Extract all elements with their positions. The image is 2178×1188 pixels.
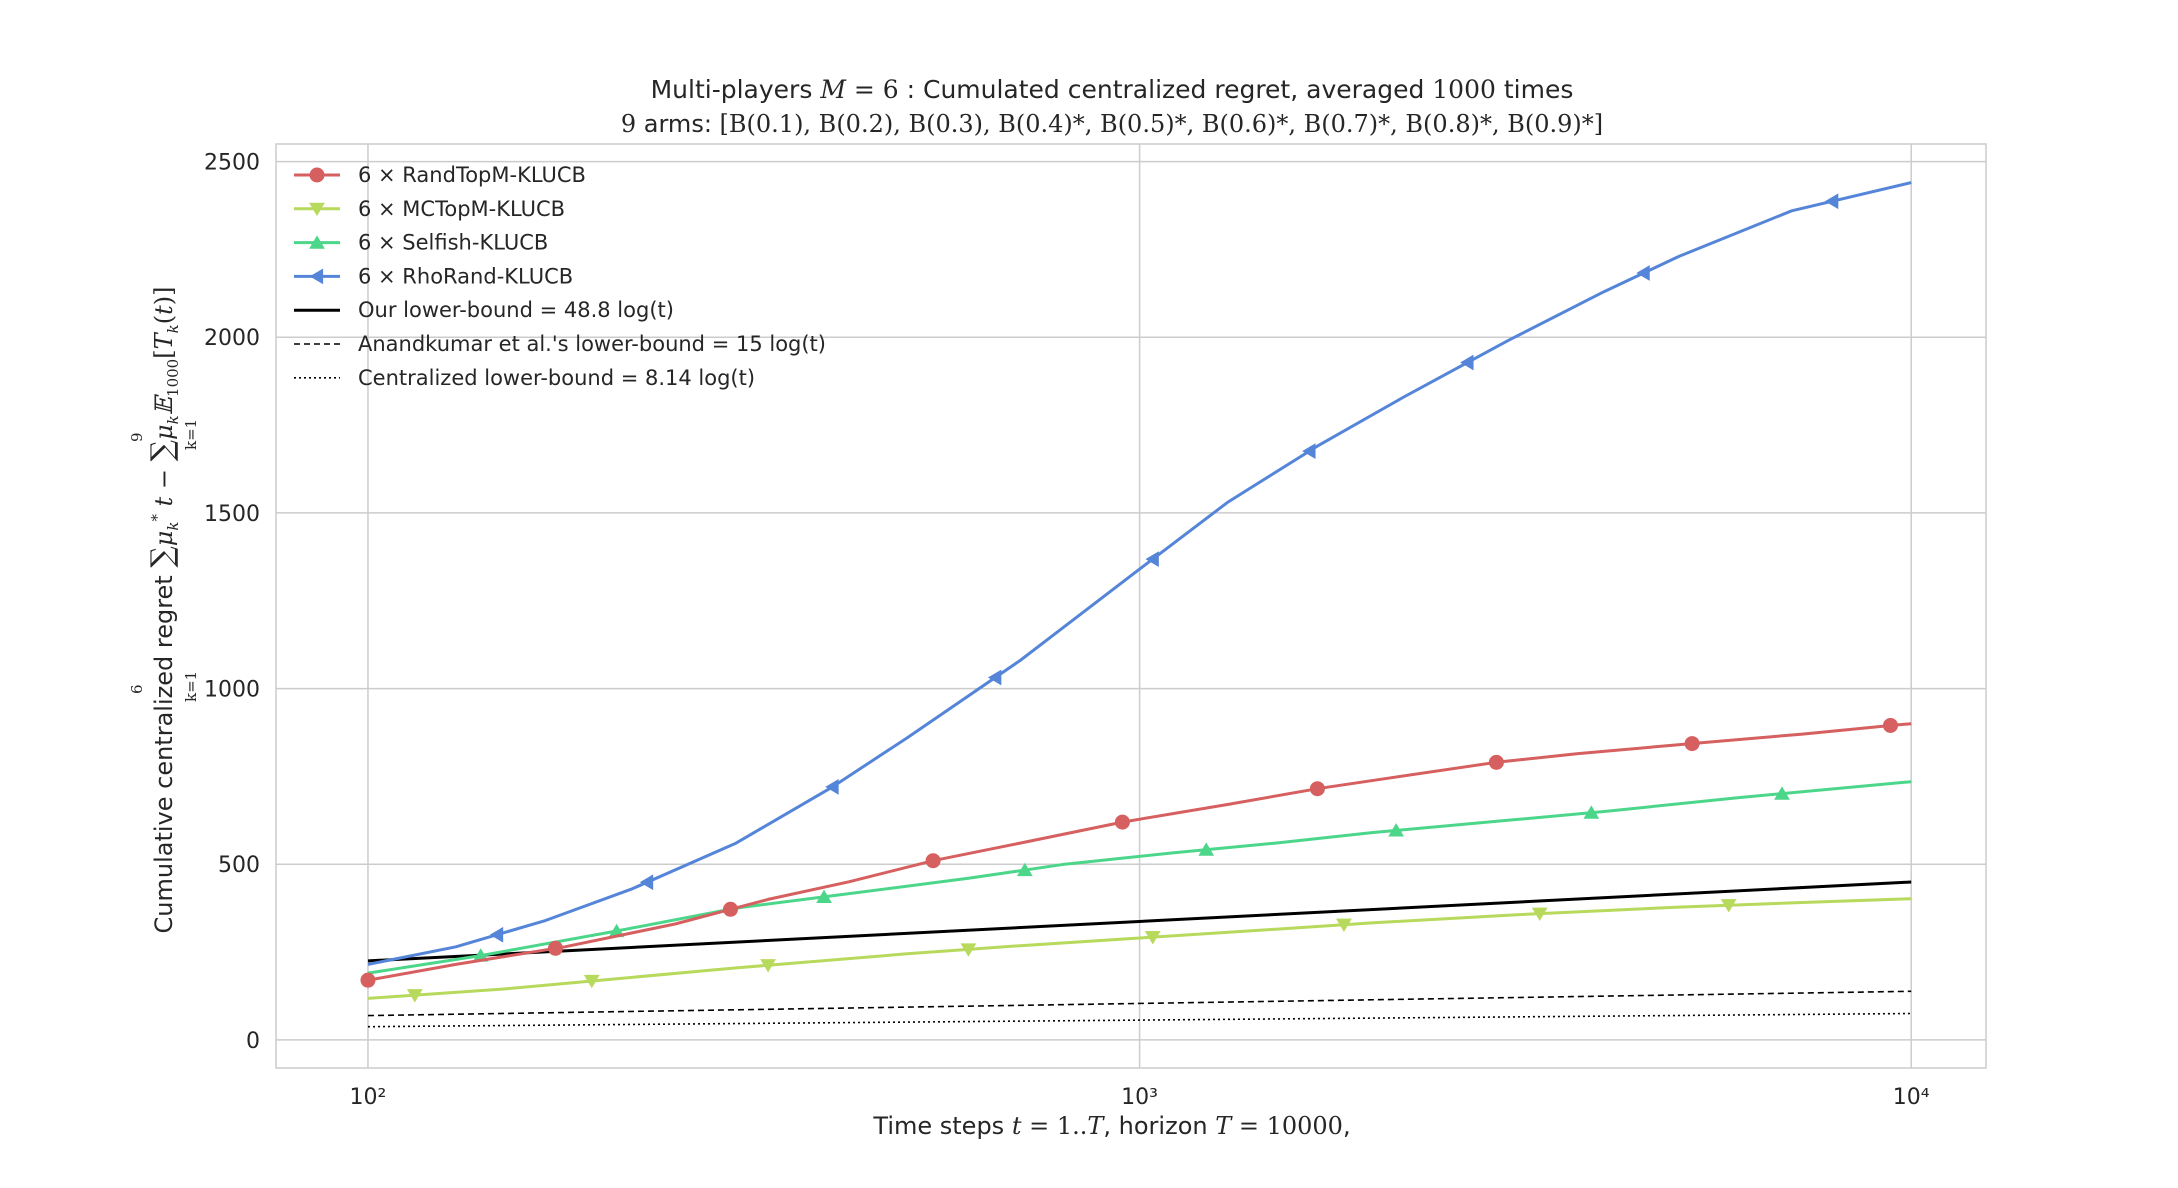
y-tick-label: 1500 (204, 502, 260, 527)
y-tick-label: 500 (218, 853, 260, 878)
data-point (1488, 754, 1504, 770)
tick-labels: 10² 10³ 10⁴ 0 500 1000 1500 2000 2500 (204, 151, 1930, 1110)
svg-text:k=1: k=1 (182, 671, 200, 702)
series-line (367, 880, 1912, 963)
legend-entry: Anandkumar et al.'s lower-bound = 15 log… (294, 332, 826, 356)
legend-label: Centralized lower-bound = 8.14 log(t) (358, 366, 755, 390)
data-point (722, 901, 738, 917)
series-line (367, 990, 1912, 1017)
legend-entry: 6 × RandTopM-KLUCB (294, 163, 586, 187)
data-point (1684, 736, 1700, 752)
data-point (489, 926, 504, 943)
data-point (1198, 842, 1215, 856)
data-point (406, 989, 423, 1003)
series-line (367, 722, 1912, 982)
legend-entry: Centralized lower-bound = 8.14 log(t) (294, 366, 755, 390)
y-tick-label: 1000 (204, 678, 260, 703)
data-point (1882, 717, 1898, 733)
data-point (987, 669, 1002, 686)
data-point (1460, 354, 1474, 371)
data-point (583, 974, 600, 989)
y-tick-label: 2500 (204, 151, 260, 176)
legend-label: Anandkumar et al.'s lower-bound = 15 log… (358, 332, 826, 356)
x-axis-label: Time steps t = 1..T, horizon T = 10000, (872, 1112, 1350, 1140)
series-4 (367, 880, 1912, 963)
y-tick-label: 0 (246, 1029, 260, 1054)
series-0 (360, 717, 1912, 988)
x-tick-label: 10⁴ (1893, 1085, 1930, 1110)
data-point (960, 943, 977, 957)
y-tick-label: 2000 (204, 326, 260, 351)
data-point (1388, 823, 1404, 837)
legend-entry: Our lower-bound = 48.8 log(t) (294, 298, 674, 322)
y-axis-label: Cumulative centralized regret ∑μk* t − ∑… (128, 287, 200, 934)
data-point (1583, 805, 1600, 819)
svg-text:Cumulative centralized regret: Cumulative centralized regret ∑μk* t − ∑… (145, 287, 182, 934)
chart-subtitle: 9 arms: [B(0.1), B(0.2), B(0.3), B(0.4)*… (621, 110, 1603, 138)
svg-text:6: 6 (128, 684, 146, 694)
data-point (1636, 265, 1650, 281)
chart-title: Multi-players M = 6 : Cumulated centrali… (651, 75, 1574, 104)
svg-text:9: 9 (128, 432, 146, 442)
data-point (309, 167, 325, 183)
series-line (367, 181, 1912, 966)
data-point (1114, 814, 1130, 830)
series-2 (367, 780, 1912, 975)
legend-label: 6 × RhoRand-KLUCB (358, 264, 573, 288)
legend-label: 6 × Selfish-KLUCB (358, 231, 548, 255)
grid-lines (276, 144, 1986, 1068)
series-1 (367, 897, 1912, 1003)
data-point (816, 889, 832, 904)
data-point (1824, 193, 1839, 210)
data-point (1531, 907, 1548, 921)
data-point (639, 874, 654, 891)
series-3 (367, 181, 1912, 966)
data-point (925, 853, 941, 869)
legend-label: Our lower-bound = 48.8 log(t) (358, 298, 674, 322)
legend-label: 6 × MCTopM-KLUCB (358, 197, 565, 221)
data-point (1720, 899, 1737, 913)
x-tick-label: 10² (350, 1085, 387, 1110)
series-line (367, 1012, 1912, 1028)
legend-entry: 6 × Selfish-KLUCB (294, 231, 548, 255)
legend-label: 6 × RandTopM-KLUCB (358, 163, 586, 187)
data-point (309, 235, 325, 249)
series-5 (367, 990, 1912, 1017)
data-point (1302, 443, 1316, 460)
data-point (1145, 551, 1159, 568)
data-point (309, 202, 325, 217)
data-point (309, 268, 324, 285)
series-layer (360, 181, 1912, 1028)
legend: 6 × RandTopM-KLUCB 6 × MCTopM-KLUCB 6 × Se… (294, 163, 826, 390)
data-point (1144, 931, 1161, 945)
data-point (1016, 862, 1033, 877)
data-point (1774, 786, 1790, 800)
series-line (367, 897, 1912, 1000)
legend-entry: 6 × RhoRand-KLUCB (294, 264, 573, 288)
data-point (825, 779, 839, 795)
series-6 (367, 1012, 1912, 1028)
data-point (1336, 918, 1352, 933)
data-point (1309, 781, 1325, 797)
data-point (360, 972, 376, 988)
svg-text:k=1: k=1 (182, 419, 200, 450)
data-point (548, 940, 564, 956)
x-tick-label: 10³ (1121, 1085, 1158, 1110)
data-point (760, 959, 776, 973)
legend-entry: 6 × MCTopM-KLUCB (294, 197, 565, 221)
